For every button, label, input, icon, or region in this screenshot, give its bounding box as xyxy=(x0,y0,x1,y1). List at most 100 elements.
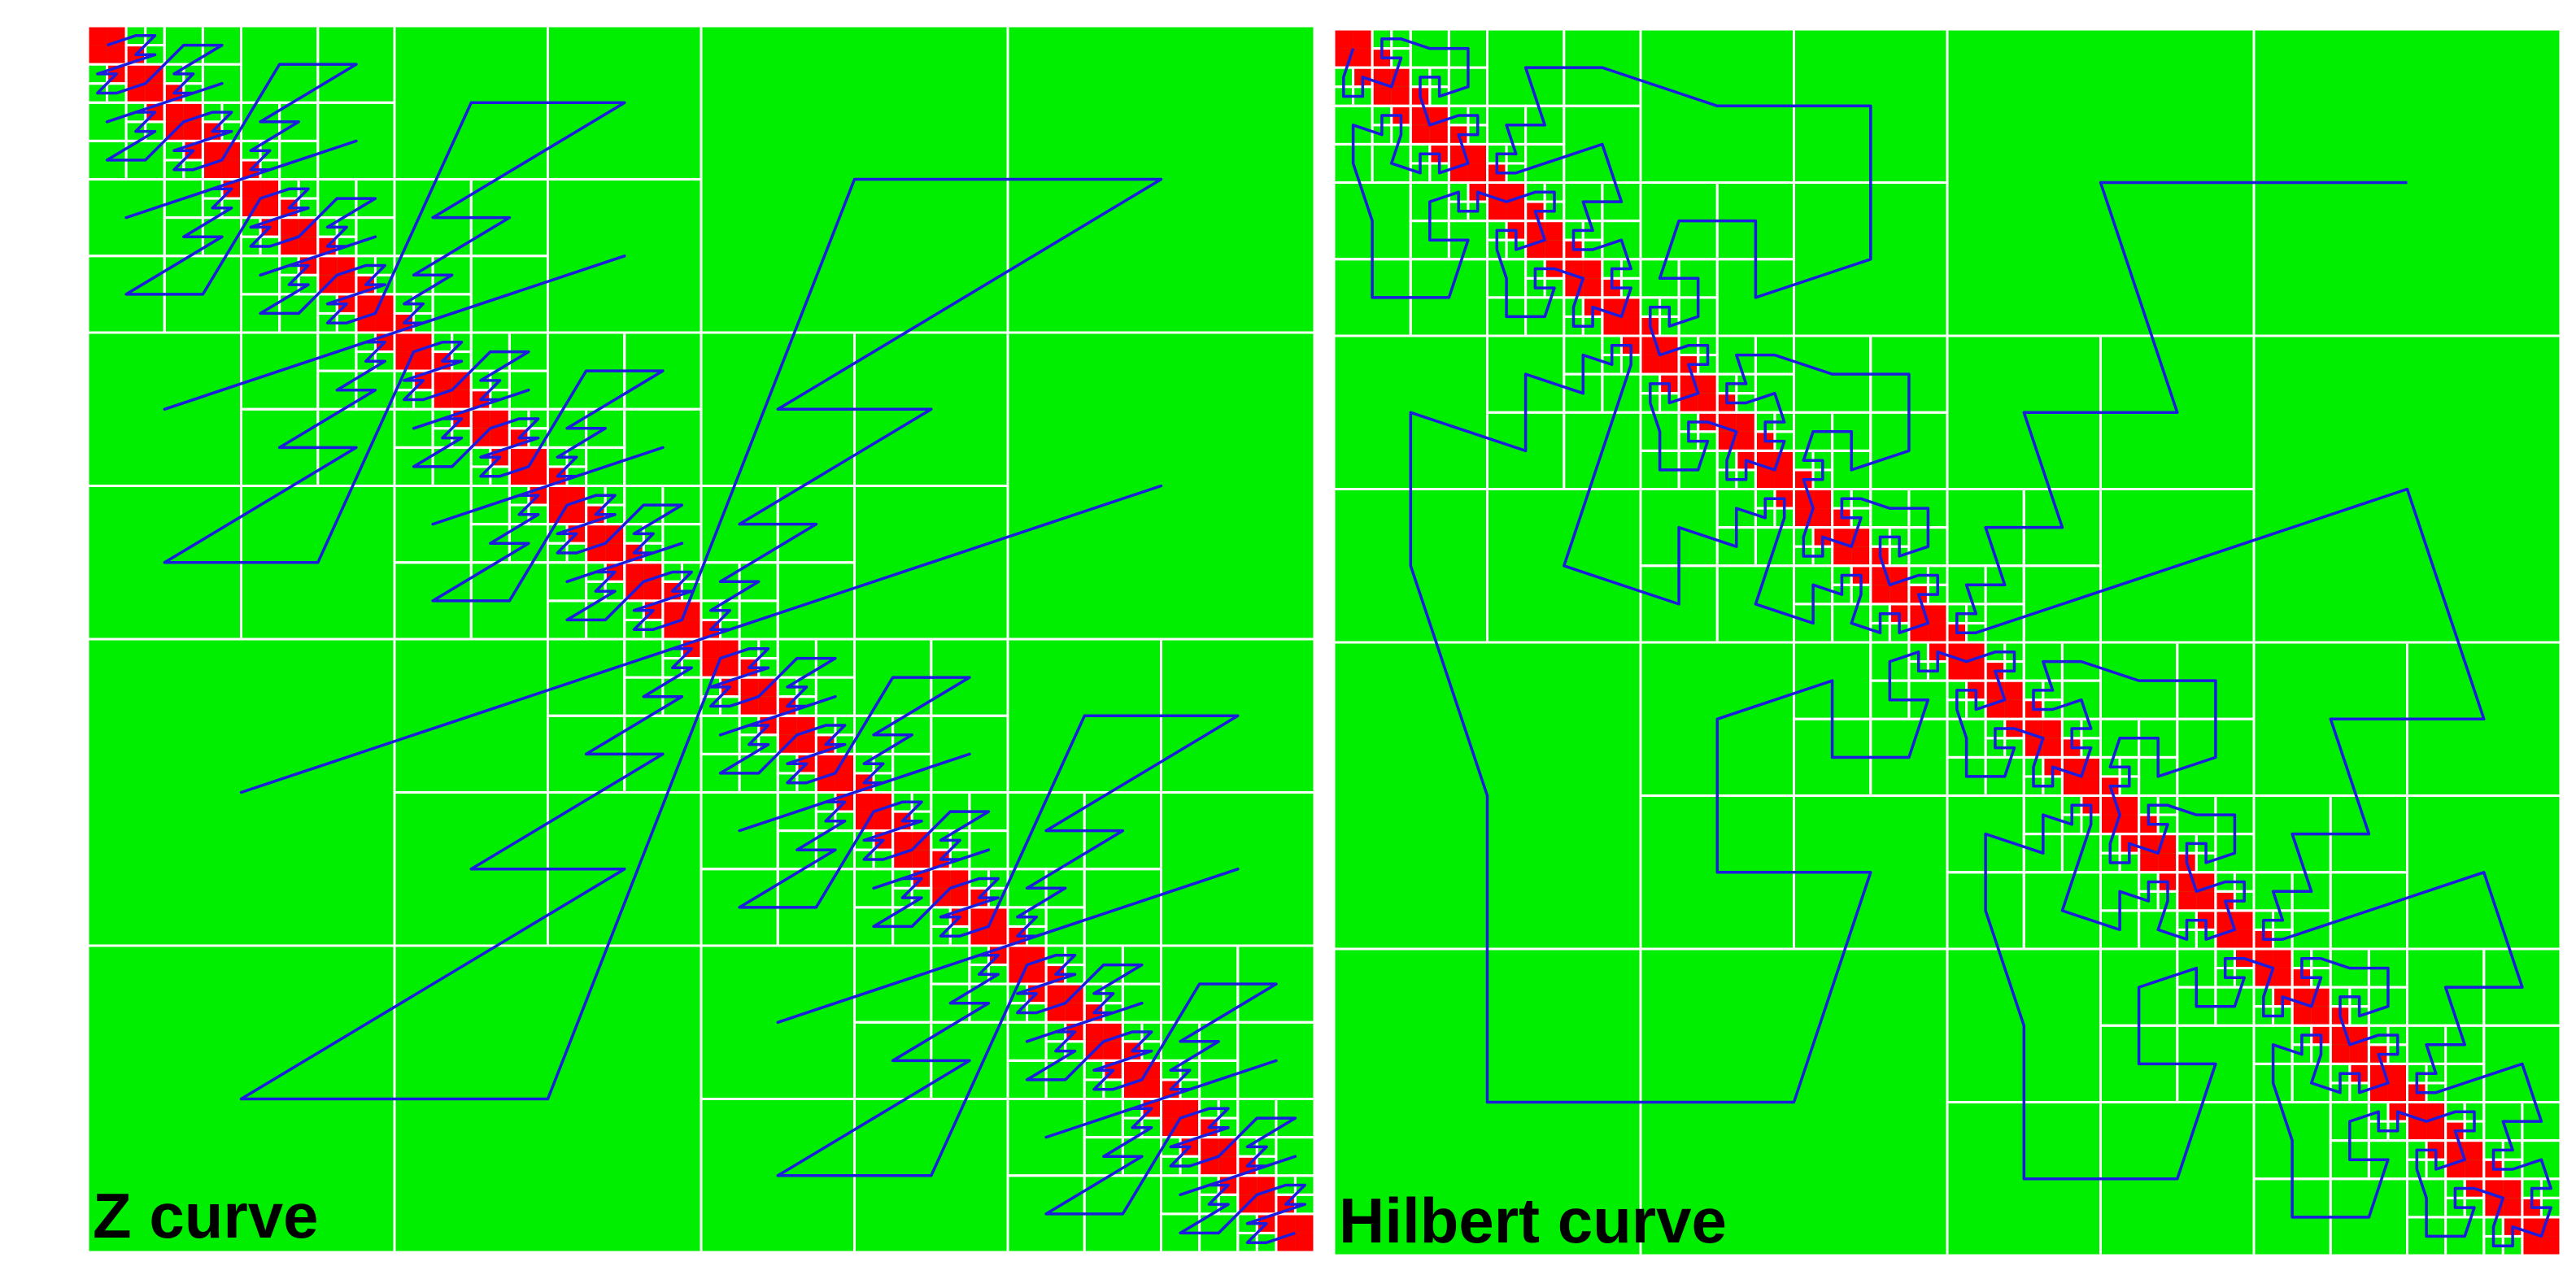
filled-cell xyxy=(835,754,855,773)
filled-cell xyxy=(2062,776,2081,796)
filled-cell xyxy=(682,620,701,639)
filled-cell xyxy=(1161,1099,1181,1119)
filled-cell xyxy=(1506,202,1526,221)
filled-cell xyxy=(835,772,855,793)
filled-cell xyxy=(547,485,568,506)
filled-cell xyxy=(1813,489,1833,509)
filled-cell xyxy=(2273,949,2293,968)
filled-cell xyxy=(1774,469,1794,490)
filled-cell xyxy=(2311,1006,2331,1026)
filled-cell xyxy=(662,600,682,620)
filled-cell xyxy=(624,562,644,582)
filled-cell xyxy=(1545,240,1564,259)
filled-cell xyxy=(1467,144,1488,163)
filled-cell xyxy=(88,26,107,46)
filled-cell xyxy=(299,237,318,256)
filled-cell xyxy=(528,466,548,486)
filled-cell xyxy=(2004,681,2025,700)
filled-cell xyxy=(1103,1041,1123,1061)
filled-cell xyxy=(1487,202,1507,221)
z-curve-path xyxy=(96,34,1306,1244)
filled-cell xyxy=(2196,891,2216,911)
filled-cell xyxy=(701,639,721,659)
z-curve-panel: Z curve xyxy=(88,0,1314,1288)
filled-cell xyxy=(1832,546,1852,566)
filled-cell xyxy=(107,45,127,65)
filled-cell xyxy=(2349,1044,2369,1064)
filled-cell xyxy=(2503,1198,2522,1217)
filled-cell xyxy=(471,409,490,429)
filled-cell xyxy=(1429,124,1449,145)
filled-cell xyxy=(1659,355,1680,375)
filled-cell xyxy=(605,543,625,563)
filled-cell xyxy=(1641,355,1660,375)
filled-cell xyxy=(547,505,568,524)
filled-cell xyxy=(2158,853,2177,872)
filled-cell xyxy=(394,333,414,352)
filled-cell xyxy=(2426,1121,2446,1141)
filled-cell xyxy=(1141,1079,1162,1099)
filled-cell xyxy=(1199,1137,1219,1157)
filled-cell xyxy=(1295,1233,1314,1252)
filled-cell xyxy=(203,141,222,160)
filled-cell xyxy=(355,294,376,314)
filled-cell xyxy=(509,447,529,467)
filled-cell xyxy=(1334,29,1353,49)
filled-cell xyxy=(1275,1213,1296,1234)
filled-cell xyxy=(1180,1118,1200,1138)
hilbert-curve-path xyxy=(1342,37,2552,1247)
filled-cell xyxy=(2465,1140,2484,1160)
filled-cell xyxy=(164,102,184,122)
filled-cell xyxy=(490,428,510,448)
filled-cell xyxy=(1890,585,1909,604)
filled-cell xyxy=(1065,1003,1085,1023)
filled-cell xyxy=(279,217,299,237)
filled-cell xyxy=(2292,1006,2312,1026)
filled-cell xyxy=(260,198,280,218)
filled-cell xyxy=(1218,1156,1238,1176)
filled-cell xyxy=(950,888,970,907)
filled-cell xyxy=(969,907,989,927)
filled-cell xyxy=(1026,964,1047,985)
filled-cell xyxy=(2042,719,2063,738)
filled-cell xyxy=(394,351,414,372)
quadtree-cell xyxy=(1275,1212,1314,1254)
filled-cell xyxy=(1736,431,1756,451)
filled-cell xyxy=(413,351,434,372)
filled-cell xyxy=(2120,815,2139,834)
filled-cell xyxy=(931,868,951,889)
filled-cell xyxy=(241,198,261,218)
filled-cell xyxy=(778,716,797,735)
filled-cell xyxy=(1237,1175,1257,1195)
filled-cell xyxy=(2522,1236,2542,1255)
filled-cell xyxy=(1295,1213,1314,1234)
filled-cell xyxy=(2387,1064,2408,1083)
filled-cell xyxy=(739,677,759,697)
filled-cell xyxy=(1141,1060,1162,1080)
filled-cell xyxy=(2407,1121,2427,1141)
filled-cell xyxy=(2273,968,2293,988)
filled-cell xyxy=(2387,1082,2408,1103)
filled-cell xyxy=(796,734,817,755)
filled-cell xyxy=(375,313,394,333)
filled-cell xyxy=(433,371,452,390)
filled-cell xyxy=(2541,1236,2561,1255)
filled-cell xyxy=(221,159,242,180)
curve-line xyxy=(96,34,1306,1244)
filled-cell xyxy=(1257,1194,1276,1214)
filled-cell xyxy=(145,83,165,103)
filled-cell xyxy=(221,141,242,160)
filled-cell xyxy=(317,255,338,276)
filled-cell xyxy=(2042,738,2063,758)
filled-cell xyxy=(1353,29,1373,49)
filled-cell xyxy=(720,658,740,678)
filled-cell xyxy=(241,179,261,199)
filled-cell xyxy=(1122,1060,1142,1080)
filled-cell xyxy=(1583,259,1602,279)
filled-cell xyxy=(1372,86,1392,107)
filled-cell xyxy=(854,812,874,831)
filled-cell xyxy=(988,907,1008,927)
filled-cell xyxy=(126,64,146,84)
filled-cell xyxy=(2465,1160,2484,1179)
filled-cell xyxy=(758,696,778,716)
